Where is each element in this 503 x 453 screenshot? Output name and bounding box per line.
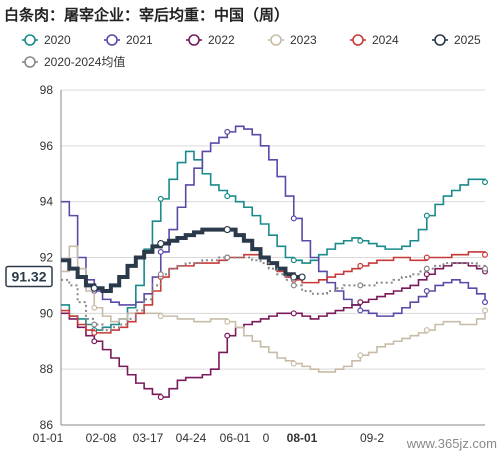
legend-item-2020[interactable]: 2020 — [22, 33, 71, 47]
y-tick-label: 98 — [40, 83, 54, 97]
legend-label: 2022 — [208, 33, 235, 47]
x-tick-label: 02-08 — [86, 431, 117, 445]
last-value-box — [5, 265, 53, 288]
x-tick-label: 04-24 — [176, 431, 207, 445]
y-tick-label: 90 — [40, 306, 54, 320]
y-tick-label: 94 — [40, 195, 54, 209]
legend-label: 2025 — [454, 33, 481, 47]
legend-item-2021[interactable]: 2021 — [104, 33, 153, 47]
x-tick-label: 0 — [263, 431, 270, 445]
data-point — [298, 273, 306, 281]
data-point — [357, 299, 364, 306]
y-tick-label: 96 — [40, 139, 54, 153]
data-point — [423, 327, 430, 334]
gridlines — [61, 89, 485, 426]
data-point — [482, 251, 489, 258]
legend-item-2022[interactable]: 2022 — [186, 33, 235, 47]
data-point — [423, 254, 430, 261]
data-point — [224, 318, 231, 325]
data-point — [224, 193, 231, 200]
series-line-2025 — [61, 227, 303, 293]
x-tick-label: 09-2 — [360, 431, 384, 445]
series-line-2021 — [61, 125, 486, 317]
legend-item-2023[interactable]: 2023 — [268, 33, 317, 47]
data-point — [157, 394, 164, 401]
last-value-label: 91.32 — [11, 268, 46, 284]
legend-item-2025[interactable]: 2025 — [432, 33, 481, 47]
data-point — [423, 265, 430, 272]
legend-marker — [352, 34, 364, 46]
series-line-2020-2024 — [61, 256, 486, 332]
y-tick-label: 92 — [40, 251, 54, 265]
axes: 86 88 90 92 94 96 98 01-01 02-08 03-17 04-24 06-01 0… — [33, 83, 485, 445]
legend-label: 2020 — [44, 33, 71, 47]
legend-label: 2021 — [126, 33, 153, 47]
legend-marker — [188, 34, 200, 46]
data-point — [482, 179, 489, 186]
data-point — [357, 262, 364, 269]
data-point — [357, 237, 364, 244]
data-point — [91, 304, 98, 311]
data-point — [357, 282, 364, 289]
legend-label: 2020-2024均值 — [44, 54, 125, 69]
legend-marker — [106, 34, 118, 46]
data-point — [482, 307, 489, 314]
data-point — [157, 271, 164, 278]
data-point — [357, 352, 364, 359]
data-point — [223, 225, 231, 234]
legend-marker — [434, 34, 446, 46]
data-point — [423, 271, 430, 278]
data-point — [290, 257, 297, 264]
data-point — [157, 195, 164, 202]
data-point — [290, 215, 297, 222]
y-tick-label: 86 — [40, 418, 54, 432]
data-point — [91, 329, 98, 336]
data-point — [157, 313, 164, 320]
last-value-marker: 91.32 — [5, 265, 53, 288]
legend-item-2024[interactable]: 2024 — [350, 33, 399, 47]
series-line-2020 — [61, 150, 486, 331]
series-line-2022 — [61, 262, 486, 398]
data-point — [91, 321, 98, 328]
x-tick-label: 03-17 — [133, 431, 164, 445]
legend-item-2020-2024[interactable]: 2020-2024均值 — [22, 54, 125, 69]
x-tick-label: 08-01 — [287, 431, 318, 445]
data-point — [290, 360, 297, 367]
data-point — [224, 254, 231, 261]
data-point — [157, 239, 165, 248]
watermark-text: www.365jz.com — [406, 436, 497, 451]
legend-marker — [24, 34, 36, 46]
chart-title: 白条肉：屠宰企业：宰后均重：中国（周） — [4, 6, 290, 24]
legend-label: 2023 — [290, 33, 317, 47]
data-point — [482, 265, 489, 272]
data-point — [290, 310, 297, 317]
x-tick-label: 06-01 — [220, 431, 251, 445]
data-point — [90, 284, 98, 292]
data-point — [423, 288, 430, 295]
series-line-2023 — [61, 245, 486, 373]
data-point — [224, 332, 231, 339]
y-tick-label: 88 — [40, 362, 54, 376]
data-point — [91, 338, 98, 345]
legend: 2020 2021 2022 2023 2024 2025 2020-2024均值 — [22, 33, 481, 69]
data-point — [357, 307, 364, 314]
series-lines — [61, 125, 489, 401]
legend-marker — [270, 34, 282, 46]
x-tick-label: 01-01 — [33, 431, 64, 445]
legend-marker — [24, 56, 36, 68]
data-point — [482, 299, 489, 306]
data-point — [157, 248, 164, 255]
data-point — [423, 212, 430, 219]
legend-label: 2024 — [372, 33, 399, 47]
data-point — [224, 128, 231, 135]
data-point — [290, 282, 297, 289]
data-point — [290, 273, 298, 281]
